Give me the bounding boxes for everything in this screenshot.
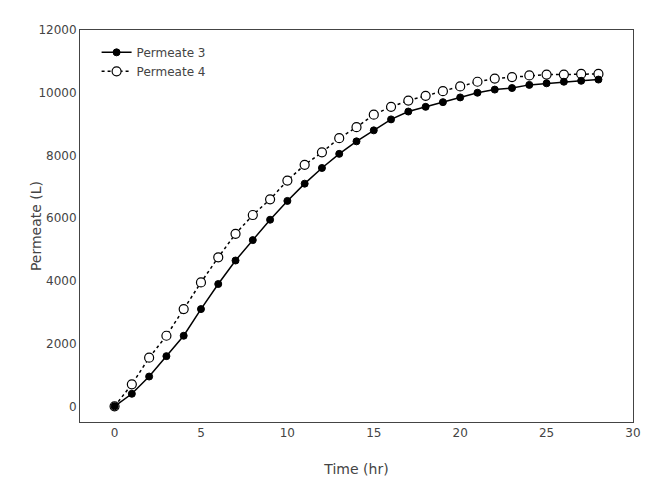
svg-text:6000: 6000 <box>46 211 77 225</box>
svg-text:10: 10 <box>280 426 295 440</box>
svg-text:0: 0 <box>111 426 119 440</box>
svg-text:Permeate 4: Permeate 4 <box>137 65 206 79</box>
svg-text:8000: 8000 <box>46 149 77 163</box>
svg-text:Time (hr): Time (hr) <box>323 461 388 477</box>
svg-text:2000: 2000 <box>46 337 77 351</box>
svg-text:Permeate (L): Permeate (L) <box>28 181 44 271</box>
svg-text:25: 25 <box>539 426 554 440</box>
svg-text:12000: 12000 <box>38 23 76 37</box>
svg-text:4000: 4000 <box>46 274 77 288</box>
svg-text:20: 20 <box>453 426 468 440</box>
svg-text:0: 0 <box>69 400 77 414</box>
svg-text:Permeate 3: Permeate 3 <box>137 46 206 60</box>
svg-text:5: 5 <box>197 426 205 440</box>
svg-text:30: 30 <box>625 426 640 440</box>
svg-text:15: 15 <box>366 426 381 440</box>
svg-text:10000: 10000 <box>38 86 76 100</box>
